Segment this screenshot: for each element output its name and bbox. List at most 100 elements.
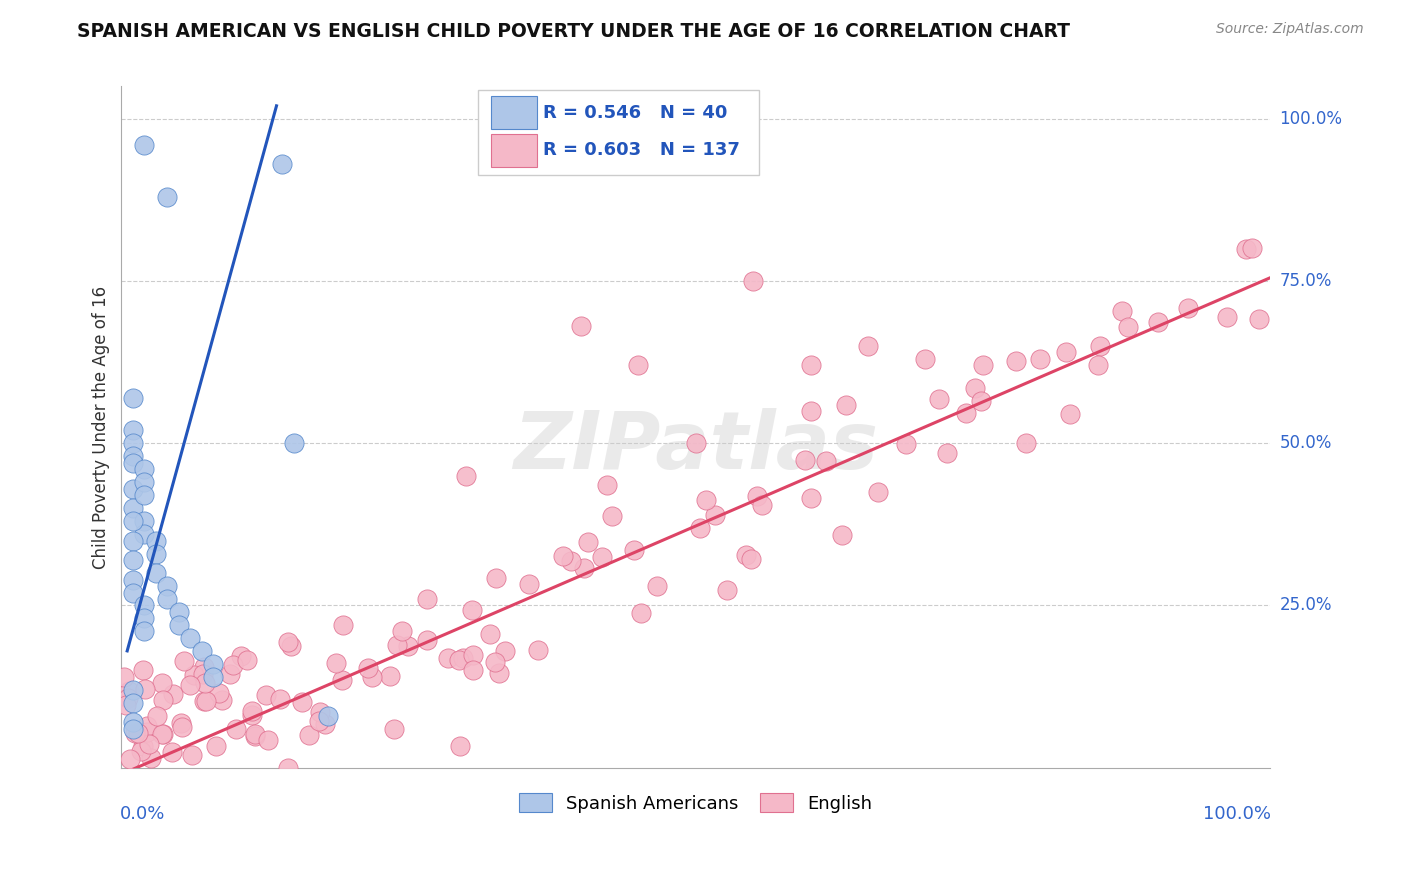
Point [517, 576, 540, 591]
Point [134, 599, 156, 613]
Point [122, 501, 145, 516]
Point [145, 566, 167, 580]
FancyBboxPatch shape [478, 90, 759, 175]
Point [242, 708, 264, 723]
Point [703, 508, 725, 523]
Point [277, 635, 299, 649]
Point [122, 514, 145, 528]
Point [1116, 320, 1139, 334]
Point [387, 638, 409, 652]
Point [193, 693, 215, 707]
Point [415, 633, 437, 648]
Point [685, 436, 707, 450]
Point [560, 554, 582, 568]
Point [1111, 303, 1133, 318]
Point [117, 690, 139, 705]
Point [277, 761, 299, 775]
Point [914, 351, 936, 366]
Point [602, 509, 624, 524]
Point [152, 727, 174, 741]
Point [122, 423, 145, 437]
Point [1240, 241, 1263, 255]
Point [129, 744, 152, 758]
Point [156, 579, 179, 593]
Point [794, 452, 817, 467]
Point [135, 724, 157, 739]
Point [225, 722, 247, 736]
Point [162, 688, 184, 702]
Point [449, 739, 471, 754]
Point [751, 498, 773, 512]
Point [122, 391, 145, 405]
Point [173, 654, 195, 668]
Point [211, 693, 233, 707]
Point [269, 692, 291, 706]
Point [488, 665, 510, 680]
Point [591, 549, 613, 564]
Point [460, 602, 482, 616]
Point [361, 670, 384, 684]
Point [1249, 311, 1271, 326]
Point [551, 549, 574, 563]
Point [935, 445, 957, 459]
Point [866, 484, 889, 499]
Point [572, 561, 595, 575]
Point [856, 339, 879, 353]
Point [332, 617, 354, 632]
Point [122, 722, 145, 736]
Point [243, 730, 266, 744]
Point [167, 618, 190, 632]
Text: Source: ZipAtlas.com: Source: ZipAtlas.com [1216, 22, 1364, 37]
Point [146, 708, 169, 723]
Point [204, 739, 226, 753]
Point [243, 727, 266, 741]
Point [134, 462, 156, 476]
FancyBboxPatch shape [491, 134, 537, 167]
Point [627, 359, 650, 373]
Text: ZIPatlas: ZIPatlas [513, 409, 879, 486]
Point [1029, 351, 1052, 366]
Point [122, 585, 145, 599]
Point [970, 394, 993, 409]
Point [150, 675, 173, 690]
Text: R = 0.546   N = 40: R = 0.546 N = 40 [543, 103, 727, 122]
Point [134, 611, 156, 625]
Point [308, 706, 330, 720]
Point [115, 698, 138, 712]
Point [156, 592, 179, 607]
Point [645, 579, 668, 593]
Point [800, 359, 823, 373]
Point [256, 732, 278, 747]
Point [325, 656, 347, 670]
Point [132, 739, 155, 753]
Point [191, 644, 214, 658]
Point [194, 675, 217, 690]
Text: 50.0%: 50.0% [1279, 434, 1331, 452]
Point [1015, 436, 1038, 450]
Point [972, 359, 994, 373]
Point [122, 573, 145, 587]
Point [391, 624, 413, 638]
Point [461, 664, 484, 678]
Point [1088, 339, 1111, 353]
Point [291, 695, 314, 709]
Point [1177, 301, 1199, 315]
Point [1059, 407, 1081, 421]
Point [118, 684, 141, 698]
Point [928, 392, 950, 407]
Point [271, 157, 294, 171]
Point [179, 631, 201, 645]
Point [132, 663, 155, 677]
Point [742, 274, 765, 288]
Text: 25.0%: 25.0% [1279, 597, 1331, 615]
Point [569, 319, 592, 334]
Point [955, 406, 977, 420]
Point [526, 643, 548, 657]
Point [494, 644, 516, 658]
Point [814, 454, 837, 468]
Point [831, 528, 853, 542]
Point [963, 381, 986, 395]
Point [596, 477, 619, 491]
Point [135, 718, 157, 732]
Point [1215, 310, 1237, 324]
